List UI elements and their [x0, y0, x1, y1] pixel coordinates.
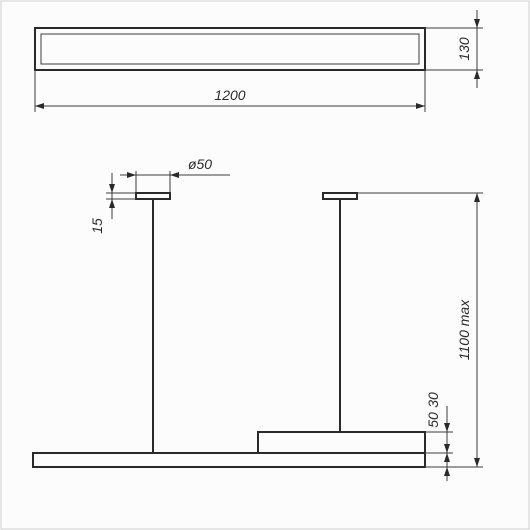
- dimension-label: 1200: [214, 87, 245, 103]
- drawing-frame: [1, 1, 529, 529]
- dimension-label: 30: [425, 392, 441, 408]
- dimension-label: ø50: [188, 156, 212, 172]
- dimension-label: 15: [89, 218, 105, 234]
- dimension-label: 130: [456, 37, 472, 61]
- dimension-label: 1100 max: [456, 299, 472, 360]
- dimension-label: 50: [425, 412, 441, 428]
